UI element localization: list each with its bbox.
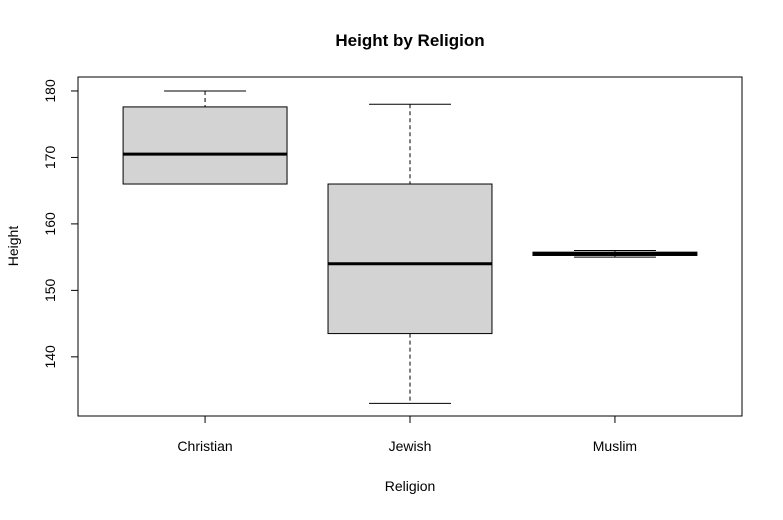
- x-tick-label: Muslim: [593, 438, 637, 454]
- y-tick-label: 150: [42, 278, 58, 302]
- x-tick-label: Jewish: [389, 438, 432, 454]
- chart-title: Height by Religion: [335, 31, 484, 50]
- y-tick-label: 160: [42, 212, 58, 236]
- y-tick-label: 170: [42, 146, 58, 170]
- y-tick-label: 180: [42, 79, 58, 103]
- box: [122, 106, 288, 185]
- x-tick-label: Christian: [177, 438, 232, 454]
- x-axis-label: Religion: [385, 478, 436, 494]
- y-tick-label: 140: [42, 345, 58, 369]
- box: [327, 183, 493, 335]
- y-axis-label: Height: [5, 226, 21, 267]
